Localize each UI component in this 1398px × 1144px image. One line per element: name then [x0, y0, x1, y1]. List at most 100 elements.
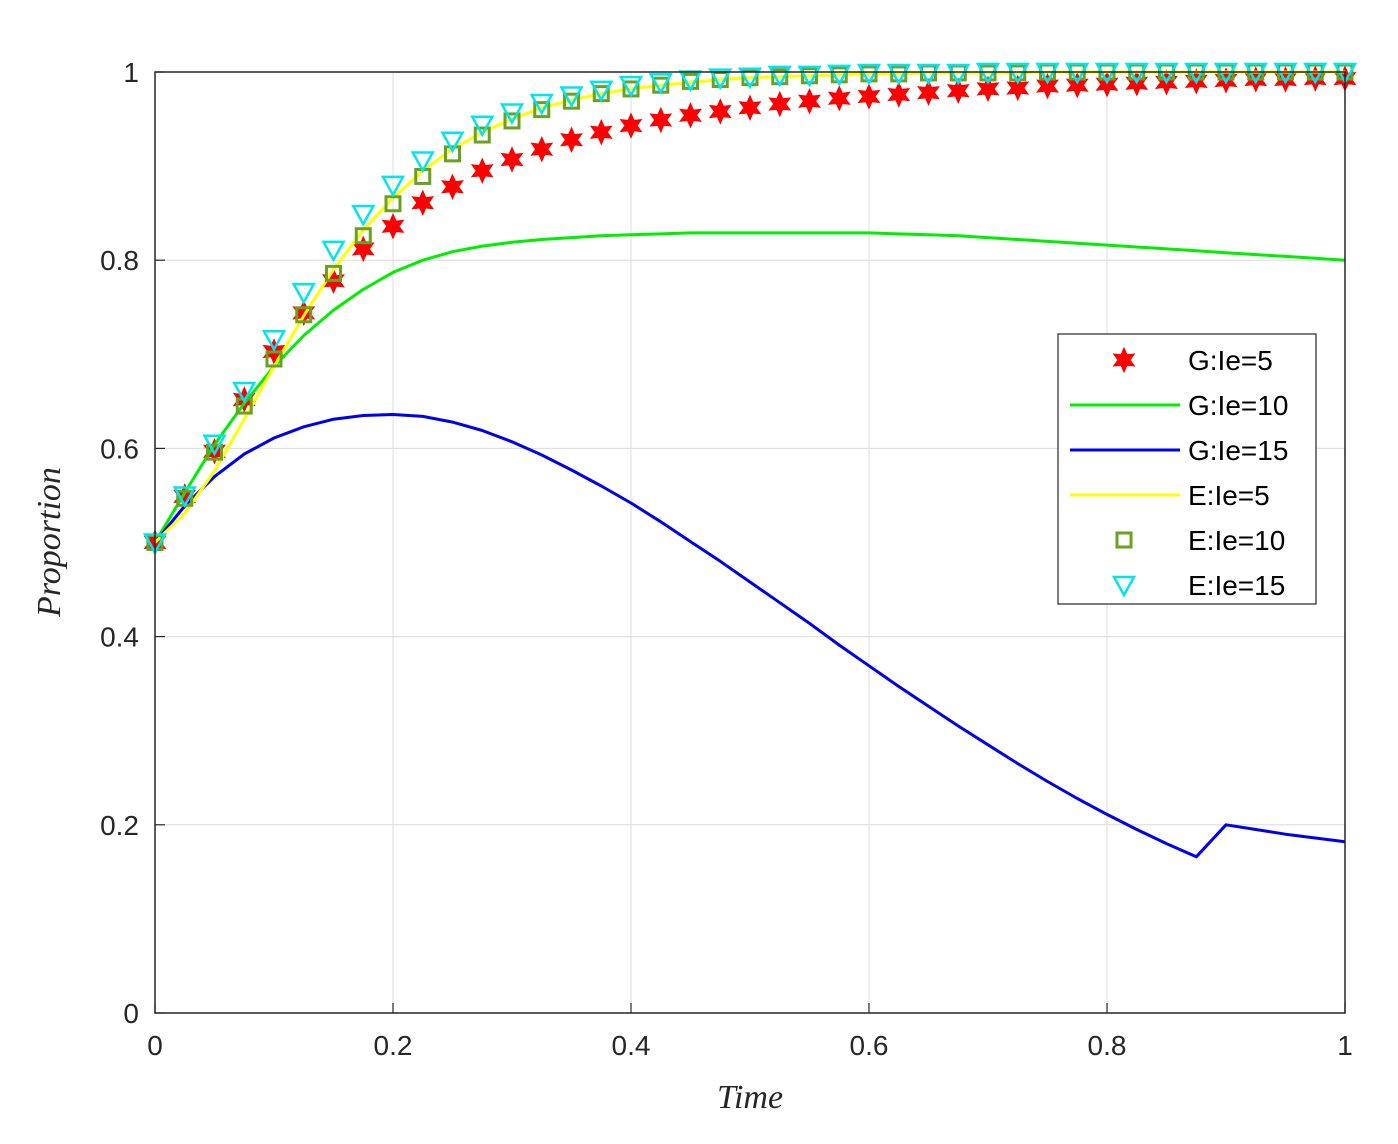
data-point-e-ie-15 [351, 204, 376, 227]
legend-box [1057, 333, 1317, 605]
data-point-e-ie-15 [1035, 62, 1060, 85]
x-tick-label: 0.6 [850, 1030, 889, 1061]
legend-sample-e-ie-10 [1115, 531, 1133, 549]
data-point-e-ie-10 [444, 145, 461, 163]
data-point-e-ie-15 [499, 103, 525, 126]
data-point-g-ie-5 [530, 135, 554, 163]
series-line-g-ie-10 [153, 231, 1346, 544]
series-e-ie-15 [142, 62, 1358, 556]
data-point-e-ie-15 [1303, 62, 1328, 85]
x-tick-label: 0 [147, 1030, 163, 1061]
data-point-e-ie-15 [232, 381, 257, 404]
data-point-e-ie-15 [946, 63, 971, 86]
data-point-e-ie-15 [470, 115, 495, 138]
data-point-e-ie-15 [737, 67, 763, 90]
y-axis-label: Proportion [31, 467, 68, 618]
data-point-e-ie-15 [856, 63, 882, 86]
data-point-g-ie-5 [887, 81, 911, 108]
x-tick-label: 1 [1337, 1030, 1353, 1061]
series-g-ie-15 [153, 413, 1346, 859]
data-point-g-ie-5 [738, 94, 762, 122]
data-point-e-ie-15 [529, 93, 554, 116]
ticks: 0 0.2 0.4 0.6 0.8 1 0 0.2 0.4 0.6 0.8 1 [100, 57, 1353, 1061]
data-point-e-ie-15 [380, 175, 406, 198]
series-g-ie-10 [153, 231, 1346, 544]
series-layer [142, 62, 1358, 859]
legend-label: G:Ie=15 [1188, 435, 1288, 466]
legend-label: G:Ie=5 [1188, 345, 1273, 376]
data-point-e-ie-15 [261, 329, 287, 352]
legend-marker [1115, 531, 1133, 549]
data-point-g-ie-5 [857, 83, 881, 110]
data-point-e-ie-15 [172, 486, 197, 509]
data-point-g-ie-5 [292, 299, 316, 327]
y-tick-label: 1 [123, 57, 139, 88]
data-point-e-ie-15 [975, 62, 1001, 85]
data-point-g-ie-5 [441, 173, 464, 201]
data-point-e-ie-15 [1065, 62, 1090, 85]
data-point-g-ie-5 [917, 79, 940, 106]
y-tick-label: 0.4 [100, 622, 139, 653]
plot-frame [154, 71, 1346, 1014]
data-point-e-ie-10 [354, 227, 372, 245]
data-point-g-ie-5 [649, 106, 673, 134]
x-axis-label: Time [717, 1079, 783, 1116]
series-line-g-ie-15 [153, 413, 1346, 859]
data-point-g-ie-5 [946, 77, 970, 105]
data-point-e-ie-10 [206, 443, 223, 461]
legend-marker [1112, 346, 1136, 374]
y-tick-label: 0.2 [100, 810, 139, 841]
x-tick-label: 0.8 [1088, 1030, 1127, 1061]
legend-label: E:Ie=10 [1188, 525, 1285, 556]
data-point-g-ie-5 [500, 146, 524, 173]
data-point-g-ie-5 [679, 102, 702, 129]
data-point-e-ie-15 [1184, 62, 1209, 85]
legend-label: E:Ie=5 [1188, 480, 1270, 511]
data-point-g-ie-5 [708, 98, 732, 125]
data-point-e-ie-15 [708, 68, 733, 91]
data-point-e-ie-15 [1213, 62, 1239, 85]
legend-marker [1111, 575, 1137, 598]
data-point-e-ie-15 [202, 434, 227, 457]
data-point-e-ie-15 [321, 240, 346, 263]
data-point-e-ie-15 [886, 63, 911, 86]
data-point-e-ie-10 [265, 350, 283, 368]
data-point-g-ie-5 [798, 87, 821, 115]
data-point-g-ie-5 [827, 85, 851, 112]
data-point-e-ie-15 [440, 131, 465, 154]
data-point-e-ie-15 [1124, 62, 1149, 85]
data-point-e-ie-10 [473, 126, 491, 144]
legend-sample-e-ie-15 [1111, 575, 1137, 598]
data-point-e-ie-15 [1005, 62, 1030, 85]
data-point-g-ie-5 [589, 118, 613, 146]
data-point-e-ie-10 [325, 264, 342, 282]
data-point-e-ie-15 [589, 80, 614, 103]
data-point-g-ie-5 [560, 126, 583, 154]
data-point-e-ie-15 [618, 75, 644, 98]
data-point-g-ie-5 [1036, 72, 1059, 100]
legend-sample-g-ie-5 [1112, 346, 1136, 374]
data-point-g-ie-5 [173, 483, 197, 510]
data-point-e-ie-10 [533, 101, 551, 119]
data-point-e-ie-10 [563, 92, 580, 110]
y-tick-label: 0 [123, 998, 139, 1029]
data-point-e-ie-15 [1094, 62, 1120, 85]
legend: G:Ie=5 G:Ie=10 G:Ie=15 E:Ie=5 E:Ie=10 E:Ie=15 [1057, 333, 1317, 605]
data-point-e-ie-10 [295, 306, 313, 324]
y-tick-label: 0.8 [100, 245, 139, 276]
data-point-e-ie-15 [410, 151, 435, 174]
data-point-e-ie-15 [797, 65, 822, 88]
x-tick-label: 0.2 [374, 1030, 413, 1061]
series-g-ie-5 [143, 65, 1357, 556]
data-point-g-ie-5 [470, 157, 494, 185]
data-point-e-ie-15 [559, 86, 584, 109]
data-point-e-ie-15 [291, 282, 316, 305]
data-point-g-ie-5 [411, 189, 435, 217]
data-point-g-ie-5 [976, 75, 1000, 103]
legend-label: E:Ie=15 [1188, 570, 1285, 601]
data-point-g-ie-5 [1006, 74, 1030, 102]
data-point-e-ie-15 [916, 63, 941, 86]
data-point-e-ie-15 [648, 73, 673, 95]
data-point-e-ie-10 [503, 112, 521, 130]
